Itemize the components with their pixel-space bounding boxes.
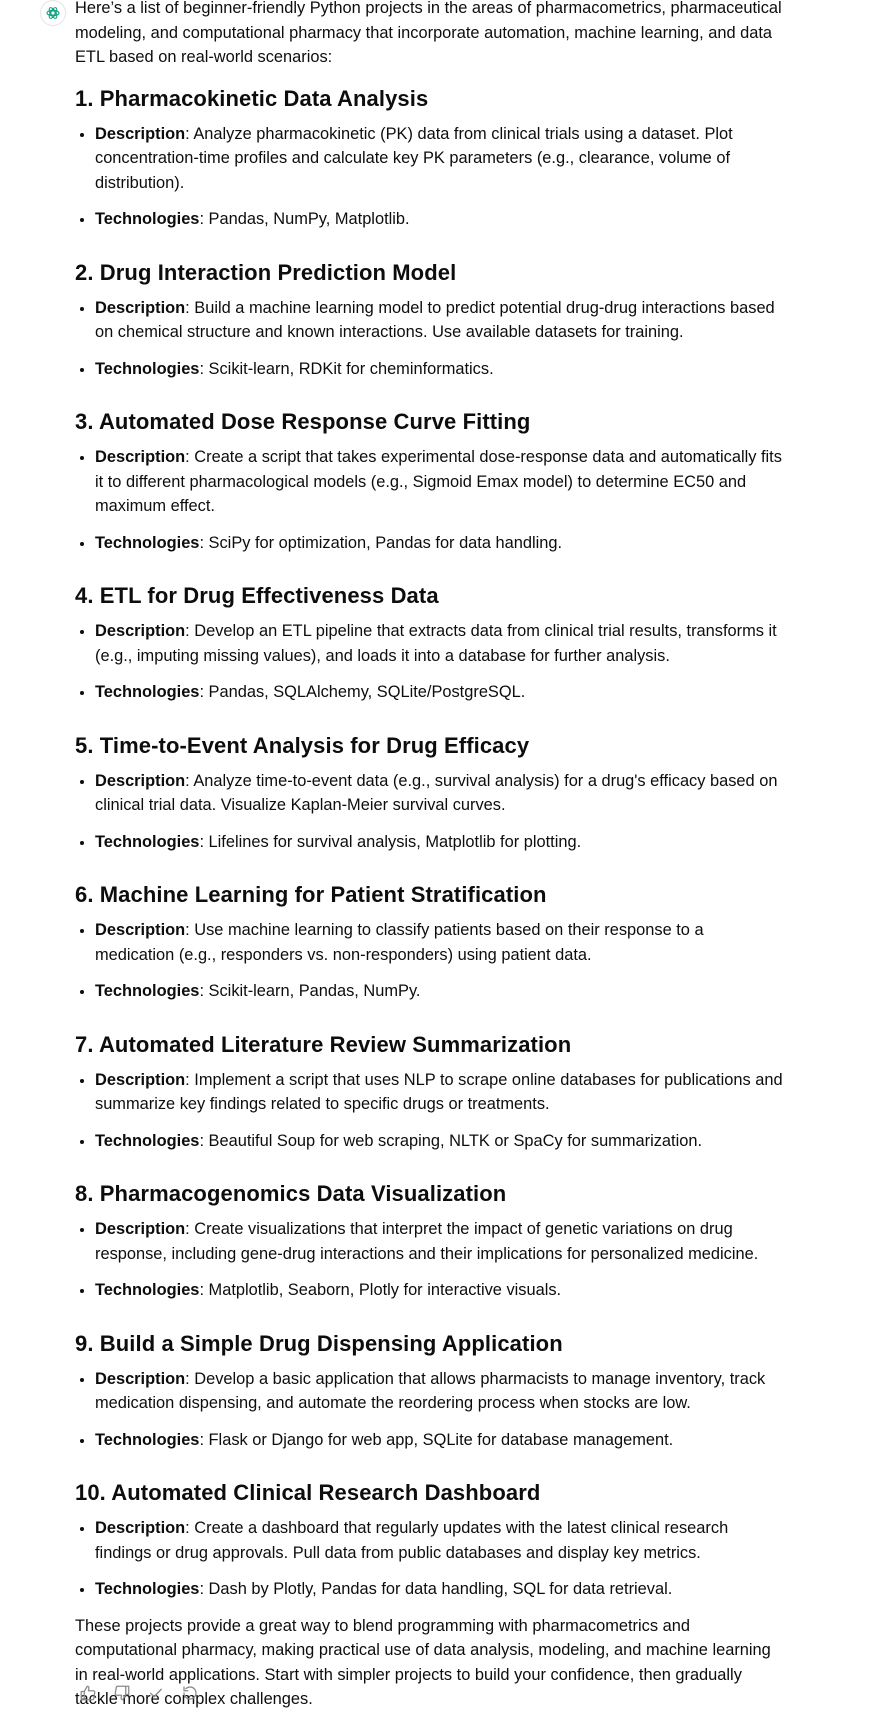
description-text: : Analyze time-to-event data (e.g., surv… (95, 771, 778, 815)
thumbs-down-button[interactable] (109, 1680, 135, 1706)
technologies-text: : Scikit-learn, RDKit for cheminformatic… (199, 359, 494, 378)
technologies-text: : Pandas, NumPy, Matplotlib. (199, 210, 410, 228)
thumbs-down-icon (114, 1685, 130, 1701)
description-item: Description: Use machine learning to cla… (95, 918, 787, 967)
description-item: Description: Build a machine learning mo… (95, 296, 787, 345)
message-actions (75, 1680, 203, 1706)
thumbs-up-button[interactable] (75, 1680, 101, 1706)
description-text: : Create a script that takes experimenta… (95, 448, 782, 515)
project-details: Description: Create a script that takes … (75, 445, 787, 555)
technologies-label: Technologies (95, 359, 200, 378)
regenerate-icon (183, 1686, 197, 1700)
description-item: Description: Create a script that takes … (95, 445, 787, 519)
technologies-label: Technologies (95, 210, 200, 228)
technologies-text: : Dash by Plotly, Pandas for data handli… (199, 1580, 673, 1598)
project-heading: 5. Time-to-Event Analysis for Drug Effic… (75, 732, 530, 758)
project-details: Description: Create a dashboard that reg… (75, 1516, 787, 1602)
technologies-item: Technologies: Lifelines for survival ana… (95, 830, 787, 855)
project-heading: 4. ETL for Drug Effectiveness Data (75, 583, 439, 608)
project-heading: 6. Machine Learning for Patient Stratifi… (75, 882, 547, 907)
project-details: Description: Develop an ETL pipeline tha… (75, 619, 787, 705)
outro-paragraph: These projects provide a great way to bl… (75, 1616, 771, 1709)
project-heading: 2. Drug Interaction Prediction Model (75, 259, 457, 285)
technologies-label: Technologies (95, 1430, 200, 1449)
project-details: Description: Implement a script that use… (75, 1068, 787, 1154)
technologies-item: Technologies: Flask or Django for web ap… (95, 1428, 787, 1453)
intro-paragraph: Here’s a list of beginner-friendly Pytho… (75, 0, 782, 66)
description-label: Description (95, 1369, 186, 1388)
project-details: Description: Analyze pharmacokinetic (PK… (75, 122, 787, 232)
description-label: Description (95, 921, 186, 939)
technologies-item: Technologies: Matplotlib, Seaborn, Plotl… (95, 1278, 787, 1303)
description-label: Description (95, 124, 186, 143)
technologies-text: : Pandas, SQLAlchemy, SQLite/PostgreSQL. (199, 683, 526, 701)
description-text: : Analyze pharmacokinetic (PK) data from… (95, 124, 733, 192)
description-text: : Build a machine learning model to pred… (95, 298, 775, 342)
technologies-text: : Lifelines for survival analysis, Matpl… (199, 832, 582, 851)
check-icon (150, 1688, 162, 1698)
project-details: Description: Build a machine learning mo… (75, 296, 787, 382)
description-item: Description: Implement a script that use… (95, 1068, 787, 1117)
technologies-text: : SciPy for optimization, Pandas for dat… (199, 533, 563, 552)
project-heading: 10. Automated Clinical Research Dashboar… (75, 1480, 541, 1505)
technologies-text: : Matplotlib, Seaborn, Plotly for intera… (199, 1281, 562, 1299)
description-label: Description (95, 448, 186, 466)
technologies-label: Technologies (95, 1281, 200, 1299)
technologies-label: Technologies (95, 982, 200, 1000)
description-item: Description: Create visualizations that … (95, 1217, 787, 1266)
description-text: : Use machine learning to classify patie… (95, 921, 704, 964)
technologies-label: Technologies (95, 1131, 200, 1150)
technologies-item: Technologies: Beautiful Soup for web scr… (95, 1129, 787, 1154)
technologies-label: Technologies (95, 832, 200, 851)
description-text: : Develop an ETL pipeline that extracts … (95, 622, 777, 665)
description-label: Description (95, 771, 186, 790)
project-details: Description: Create visualizations that … (75, 1217, 787, 1303)
technologies-label: Technologies (95, 1580, 200, 1598)
description-text: : Create visualizations that interpret t… (95, 1220, 759, 1263)
technologies-text: : Flask or Django for web app, SQLite fo… (199, 1430, 674, 1449)
thumbs-up-icon (80, 1685, 96, 1701)
project-details: Description: Develop a basic application… (75, 1367, 787, 1453)
assistant-logo-icon (46, 7, 60, 19)
assistant-avatar (40, 0, 66, 26)
technologies-item: Technologies: Pandas, SQLAlchemy, SQLite… (95, 680, 787, 705)
assistant-message: Here’s a list of beginner-friendly Pytho… (75, 0, 787, 1712)
description-item: Description: Develop a basic application… (95, 1367, 787, 1416)
project-list: 1. Pharmacokinetic Data Analysis Descript… (75, 70, 787, 1602)
description-text: : Create a dashboard that regularly upda… (95, 1519, 729, 1562)
technologies-item: Technologies: Dash by Plotly, Pandas for… (95, 1577, 787, 1602)
project-heading: 7. Automated Literature Review Summariza… (75, 1031, 572, 1057)
description-item: Description: Analyze pharmacokinetic (PK… (95, 122, 787, 196)
project-details: Description: Use machine learning to cla… (75, 918, 787, 1004)
project-heading: 8. Pharmacogenomics Data Visualization (75, 1181, 507, 1206)
description-label: Description (95, 298, 186, 317)
technologies-item: Technologies: Scikit-learn, RDKit for ch… (95, 357, 787, 382)
project-heading: 1. Pharmacokinetic Data Analysis (75, 85, 429, 111)
description-text: : Implement a script that uses NLP to sc… (95, 1070, 783, 1114)
description-item: Description: Develop an ETL pipeline tha… (95, 619, 787, 668)
technologies-item: Technologies: Scikit-learn, Pandas, NumP… (95, 979, 787, 1004)
check-button[interactable] (143, 1680, 169, 1706)
technologies-item: Technologies: SciPy for optimization, Pa… (95, 531, 787, 556)
technologies-text: : Scikit-learn, Pandas, NumPy. (199, 982, 421, 1000)
description-item: Description: Analyze time-to-event data … (95, 769, 787, 818)
technologies-label: Technologies (95, 683, 200, 701)
technologies-text: : Beautiful Soup for web scraping, NLTK … (199, 1131, 703, 1150)
description-text: : Develop a basic application that allow… (95, 1369, 766, 1413)
description-label: Description (95, 622, 186, 640)
technologies-item: Technologies: Pandas, NumPy, Matplotlib. (95, 207, 787, 232)
project-heading: 9. Build a Simple Drug Dispensing Applic… (75, 1330, 563, 1356)
description-label: Description (95, 1519, 186, 1537)
description-item: Description: Create a dashboard that reg… (95, 1516, 787, 1565)
description-label: Description (95, 1070, 186, 1089)
technologies-label: Technologies (95, 533, 200, 552)
project-details: Description: Analyze time-to-event data … (75, 769, 787, 855)
description-label: Description (95, 1220, 186, 1238)
project-heading: 3. Automated Dose Response Curve Fitting (75, 409, 531, 434)
regenerate-button[interactable] (177, 1680, 203, 1706)
